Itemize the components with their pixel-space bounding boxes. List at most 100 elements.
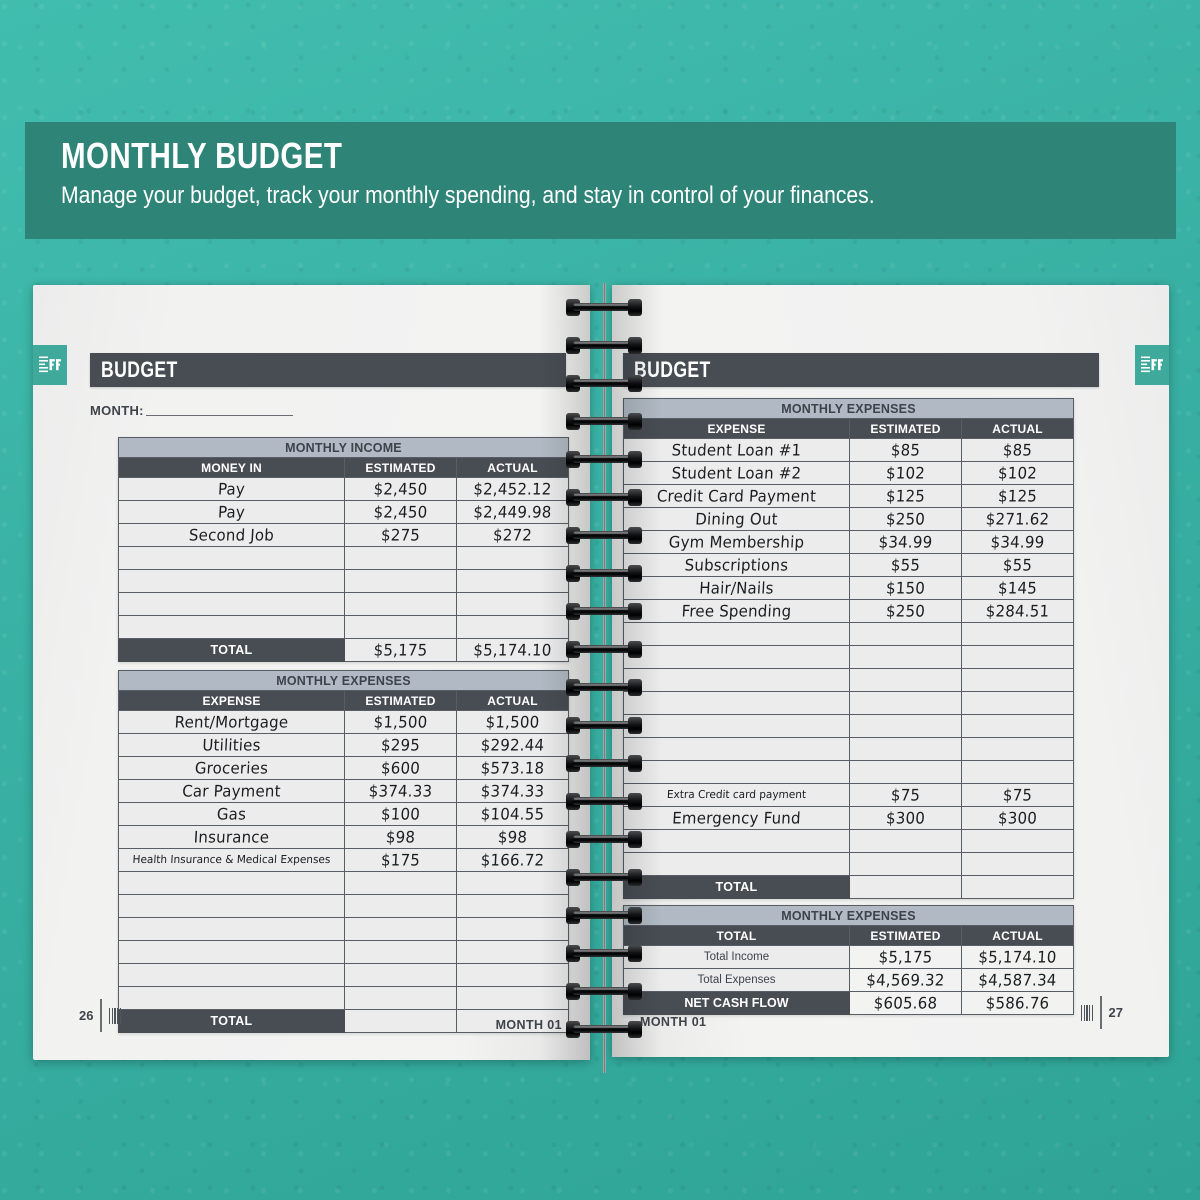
table-row[interactable]: Pay $2,450 $2,452.12 bbox=[118, 477, 569, 501]
table-row[interactable] bbox=[118, 569, 569, 593]
spiral-coil bbox=[566, 603, 642, 620]
left-footer-month-label: MONTH 01 bbox=[495, 1018, 562, 1032]
total-estimated[interactable]: $5,175 bbox=[344, 638, 457, 662]
table-caption: MONTHLY EXPENSES bbox=[117, 670, 570, 691]
eff-logo-icon bbox=[33, 345, 67, 385]
table-caption-row: MONTHLY INCOME bbox=[118, 437, 569, 458]
table-row[interactable] bbox=[623, 852, 1075, 876]
table-row[interactable] bbox=[623, 622, 1075, 646]
table-row[interactable]: Student Loan #2 $102 $102 bbox=[623, 461, 1075, 485]
column-header: ESTIMATED bbox=[344, 690, 457, 711]
left-page-tab[interactable] bbox=[33, 345, 67, 385]
left-page-number: 26 bbox=[79, 1008, 94, 1023]
table-row[interactable] bbox=[623, 829, 1075, 853]
table-row[interactable]: Hair/Nails $150 $145 bbox=[623, 576, 1075, 600]
table-row[interactable]: Free Spending $250 $284.51 bbox=[623, 599, 1075, 623]
table-row[interactable] bbox=[118, 871, 570, 895]
table-row[interactable] bbox=[118, 940, 570, 964]
table-row[interactable] bbox=[623, 645, 1075, 669]
left-page-header: BUDGET bbox=[90, 353, 566, 387]
spiral-rod bbox=[603, 283, 606, 1073]
table-row[interactable]: Insurance $98 $98 bbox=[118, 825, 570, 849]
right-page-number: 27 bbox=[1108, 1005, 1123, 1020]
total-actual[interactable] bbox=[455, 1009, 570, 1033]
spiral-coil bbox=[566, 1021, 642, 1038]
table-row[interactable] bbox=[118, 963, 570, 987]
summary-row[interactable]: Total Income $5,175 $5,174.10 bbox=[623, 945, 1075, 969]
spiral-coil bbox=[566, 679, 642, 696]
total-label: TOTAL bbox=[118, 1009, 345, 1033]
table-row[interactable] bbox=[118, 894, 570, 918]
spiral-coil bbox=[566, 489, 642, 506]
table-row[interactable]: Groceries $600 $573.18 bbox=[118, 756, 570, 780]
left-footer-page: 26 bbox=[79, 999, 122, 1032]
total-label: TOTAL bbox=[118, 638, 345, 662]
net-cash-flow-row[interactable]: NET CASH FLOW $605.68 $586.76 bbox=[623, 991, 1075, 1015]
table-row[interactable] bbox=[118, 592, 569, 616]
table-row[interactable]: Dining Out $250 $271.62 bbox=[623, 507, 1075, 531]
table-row[interactable] bbox=[623, 737, 1075, 761]
spiral-coil bbox=[566, 717, 642, 734]
notebook-page-right: BUDGET MONTHLY EXPENSES EXPENSE ESTIMATED A… bbox=[612, 285, 1169, 1057]
column-header: ACTUAL bbox=[455, 690, 570, 711]
table-row[interactable]: Subscriptions $55 $55 bbox=[623, 553, 1075, 577]
table-header-row: TOTAL ESTIMATED ACTUAL bbox=[623, 925, 1075, 946]
spiral-coil bbox=[566, 869, 642, 886]
summary-row-label: Total Expenses bbox=[623, 968, 850, 992]
monthly-expenses-table-right: MONTHLY EXPENSES EXPENSE ESTIMATED ACTUAL St… bbox=[622, 398, 1075, 899]
table-total-row[interactable]: TOTAL bbox=[118, 1009, 570, 1033]
table-row[interactable]: Extra Credit card payment $75 $75 bbox=[623, 783, 1075, 807]
monthly-income-table: MONTHLY INCOME MONEY IN ESTIMATED ACTUAL Pay… bbox=[118, 437, 569, 662]
footer-tick-icon bbox=[100, 999, 102, 1032]
table-row[interactable]: Rent/Mortgage $1,500 $1,500 bbox=[118, 710, 570, 734]
total-estimated[interactable] bbox=[849, 875, 962, 899]
table-total-row[interactable]: TOTAL bbox=[623, 875, 1075, 899]
column-header: ACTUAL bbox=[960, 418, 1075, 439]
spiral-coil bbox=[566, 337, 642, 354]
monthly-expenses-table-left: MONTHLY EXPENSES EXPENSE ESTIMATED ACTUAL Re… bbox=[117, 670, 570, 1033]
spiral-coil bbox=[566, 641, 642, 658]
month-field[interactable]: MONTH: bbox=[90, 403, 293, 418]
right-page-tab[interactable] bbox=[1135, 345, 1169, 385]
table-row[interactable]: Gym Membership $34.99 $34.99 bbox=[623, 530, 1075, 554]
table-row[interactable] bbox=[623, 668, 1075, 692]
table-row[interactable]: Utilities $295 $292.44 bbox=[118, 733, 570, 757]
notebook-page-left: BUDGET MONTH: MONTHLY INCOME MONEY IN ESTI… bbox=[33, 285, 590, 1060]
total-actual[interactable] bbox=[960, 875, 1075, 899]
monthly-summary-table: MONTHLY EXPENSES TOTAL ESTIMATED ACTUAL Tota… bbox=[622, 905, 1075, 1015]
table-row[interactable]: Second Job $275 $272 bbox=[118, 523, 569, 547]
table-row[interactable]: Student Loan #1 $85 $85 bbox=[623, 438, 1075, 462]
summary-row-label: NET CASH FLOW bbox=[623, 991, 850, 1015]
right-header-label: BUDGET bbox=[634, 357, 711, 382]
summary-row[interactable]: Total Expenses $4,569.32 $4,587.34 bbox=[623, 968, 1075, 992]
table-caption-row: MONTHLY EXPENSES bbox=[117, 670, 570, 691]
total-estimated[interactable] bbox=[344, 1009, 457, 1033]
table-row[interactable] bbox=[623, 714, 1075, 738]
table-row[interactable] bbox=[118, 917, 570, 941]
spine-shadow-left bbox=[540, 285, 590, 1060]
table-row[interactable]: Credit Card Payment $125 $125 bbox=[623, 484, 1075, 508]
table-total-row[interactable]: TOTAL $5,175 $5,174.10 bbox=[118, 638, 569, 662]
table-row[interactable] bbox=[118, 986, 570, 1010]
table-row[interactable]: Pay $2,450 $2,449.98 bbox=[118, 500, 569, 524]
spiral-coil bbox=[566, 375, 642, 392]
column-header: ESTIMATED bbox=[849, 925, 962, 946]
table-row[interactable] bbox=[623, 760, 1075, 784]
table-row[interactable]: Gas $100 $104.55 bbox=[118, 802, 570, 826]
table-row[interactable] bbox=[118, 546, 569, 570]
eff-logo-icon bbox=[1135, 345, 1169, 385]
table-row[interactable] bbox=[118, 615, 569, 639]
table-header-row: EXPENSE ESTIMATED ACTUAL bbox=[118, 690, 570, 711]
total-actual[interactable]: $5,174.10 bbox=[456, 638, 569, 662]
table-row[interactable]: Car Payment $374.33 $374.33 bbox=[118, 779, 570, 803]
column-header: EXPENSE bbox=[623, 418, 850, 439]
column-header: ESTIMATED bbox=[344, 457, 457, 478]
table-row[interactable]: Emergency Fund $300 $300 bbox=[623, 806, 1075, 830]
table-row[interactable]: Health Insurance & Medical Expenses $175 $… bbox=[118, 848, 570, 872]
table-row[interactable] bbox=[623, 691, 1075, 715]
month-input-line[interactable] bbox=[145, 415, 293, 416]
page-title: MONTHLY BUDGET bbox=[61, 135, 343, 176]
spiral-coil bbox=[566, 451, 642, 468]
table-caption: MONTHLY EXPENSES bbox=[622, 905, 1075, 926]
spiral-binding bbox=[556, 277, 652, 1077]
